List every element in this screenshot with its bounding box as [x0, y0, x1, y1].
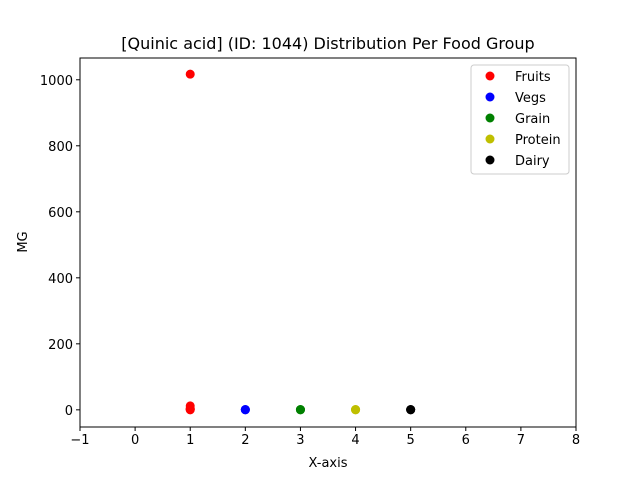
- data-point-dairy: [406, 405, 416, 415]
- legend-marker: [485, 134, 495, 144]
- series-grain: [295, 405, 305, 415]
- series-dairy: [406, 405, 416, 415]
- x-axis-label: X-axis: [309, 456, 348, 471]
- legend-label: Vegs: [515, 91, 546, 106]
- data-point-protein: [351, 405, 361, 415]
- y-tick-label: 200: [48, 338, 73, 353]
- x-tick-label: 0: [131, 433, 139, 448]
- x-tick-label: 1: [186, 433, 194, 448]
- x-tick-label: 8: [572, 433, 580, 448]
- legend-label: Dairy: [515, 154, 550, 169]
- legend-marker: [485, 113, 495, 123]
- x-tick-label: 5: [407, 433, 415, 448]
- plot-frame: [79, 57, 577, 428]
- x-tick-label: 3: [296, 433, 304, 448]
- legend-label: Grain: [515, 112, 550, 127]
- legend-marker: [485, 155, 495, 165]
- x-tick-label: −1: [70, 433, 89, 448]
- y-tick-label: 1000: [40, 74, 73, 89]
- series-vegs: [240, 405, 250, 415]
- data-point-grain: [295, 405, 305, 415]
- x-tick-label: 6: [462, 433, 470, 448]
- y-tick-label: 800: [48, 140, 73, 155]
- plot-marks: [185, 69, 416, 415]
- data-point-fruits: [185, 405, 195, 415]
- legend-marker: [485, 71, 495, 81]
- x-tick-label: 4: [351, 433, 359, 448]
- y-tick-label: 600: [48, 206, 73, 221]
- x-axis-ticks: −1 0 1 2 3 4 5 6 7 8: [70, 427, 580, 448]
- y-tick-label: 400: [48, 272, 73, 287]
- chart-title: [Quinic acid] (ID: 1044) Distribution Pe…: [121, 34, 534, 53]
- legend-label: Protein: [515, 133, 561, 148]
- x-tick-label: 2: [241, 433, 249, 448]
- data-point-vegs: [240, 405, 250, 415]
- y-axis-label: MG: [16, 231, 31, 252]
- legend: Fruits Vegs Grain Protein Dairy: [470, 64, 570, 175]
- legend-label: Fruits: [515, 70, 551, 85]
- y-tick-label: 0: [65, 404, 73, 419]
- x-tick-label: 7: [517, 433, 525, 448]
- legend-box: [470, 64, 570, 175]
- series-fruits: [185, 69, 195, 415]
- series-protein: [351, 405, 361, 415]
- data-point-fruits: [185, 69, 195, 79]
- legend-marker: [485, 92, 495, 102]
- y-axis-ticks: 0 200 400 600 800 1000: [40, 74, 80, 419]
